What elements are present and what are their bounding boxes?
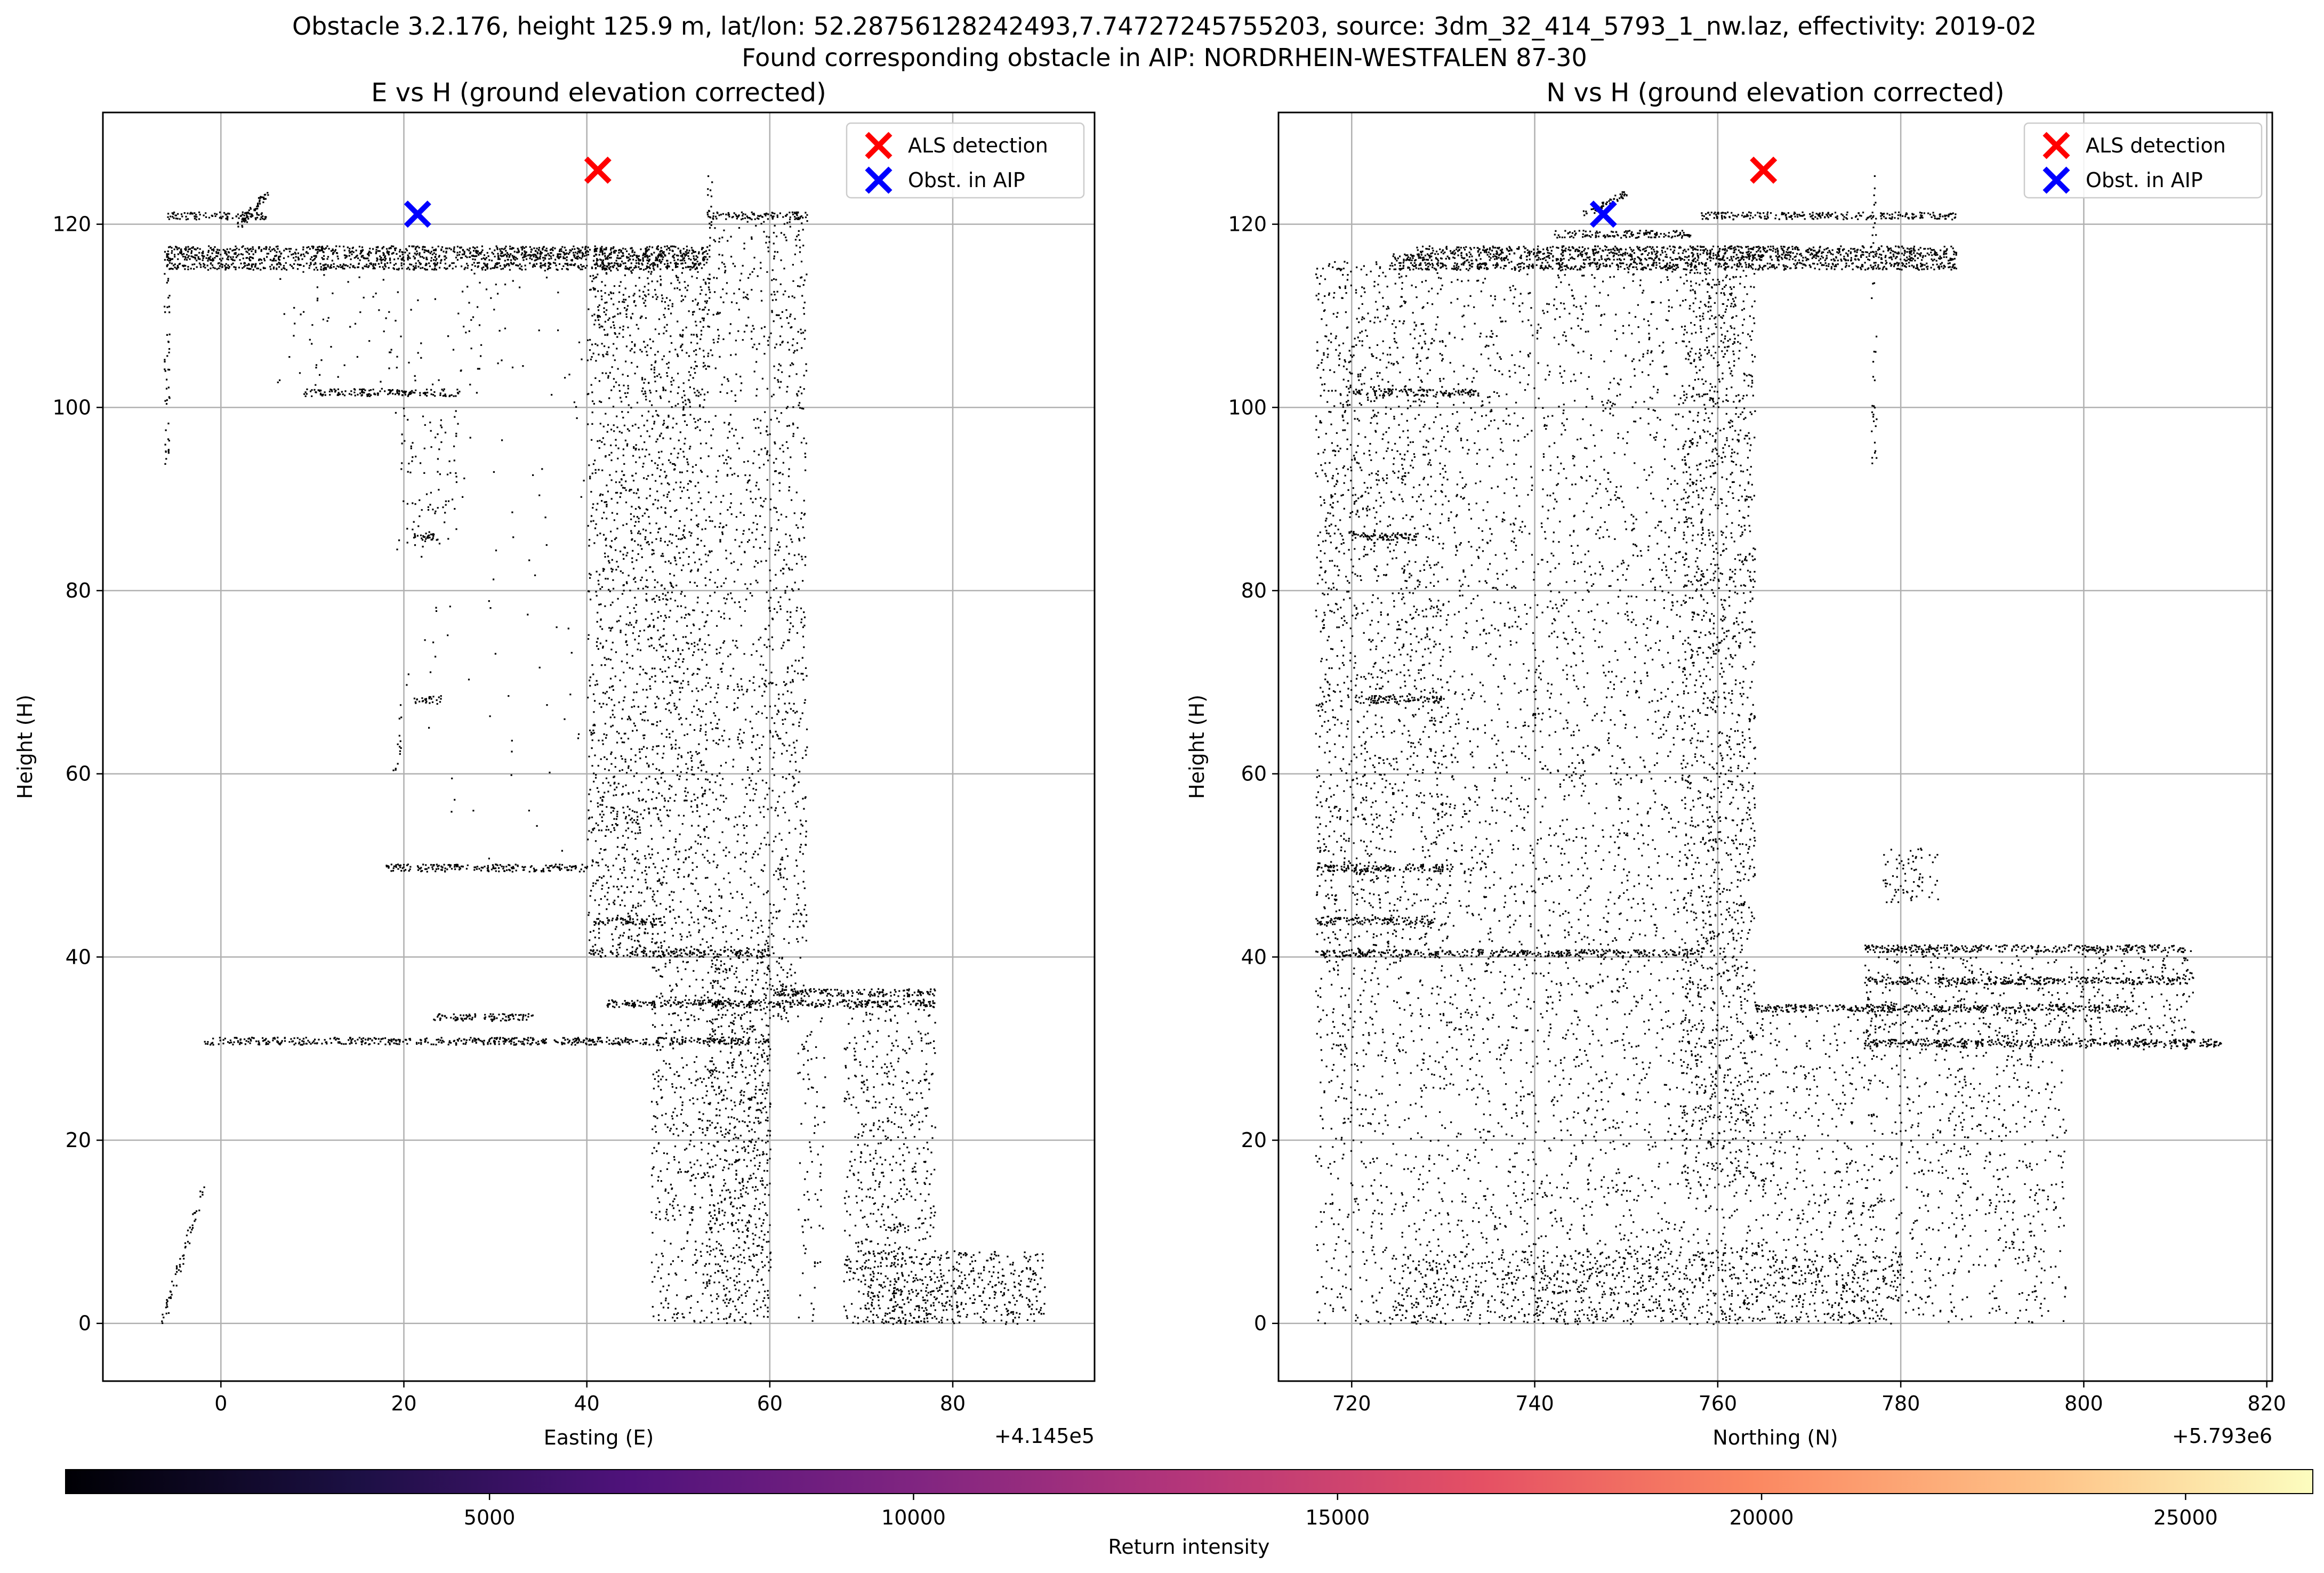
x-tick-label: 760 bbox=[1699, 1392, 1738, 1415]
point-cloud-points bbox=[161, 175, 1046, 1325]
colorbar-tick-label: 20000 bbox=[1730, 1506, 1794, 1529]
x-axis-offset: +5.793e6 bbox=[2172, 1424, 2272, 1448]
x-tick-label: 720 bbox=[1332, 1392, 1371, 1415]
colorbar-label: Return intensity bbox=[1108, 1535, 1270, 1559]
legend-entry-als-detection: ALS detection bbox=[865, 132, 1048, 159]
plot-frame bbox=[102, 111, 1096, 1382]
point-cloud bbox=[161, 175, 1046, 1325]
x-tick-label: 800 bbox=[2064, 1392, 2103, 1415]
y-tick-label: 80 bbox=[66, 579, 91, 602]
als-detection-marker bbox=[1750, 156, 1778, 184]
y-axis-label: Height (H) bbox=[13, 695, 37, 799]
y-tick-label: 100 bbox=[1228, 396, 1267, 419]
y-tick-label: 60 bbox=[66, 762, 91, 786]
northing-height-plot: N vs H (ground elevation corrected) 720 7… bbox=[1185, 78, 2286, 1449]
x-tick-label: 0 bbox=[214, 1392, 227, 1415]
point-cloud bbox=[1315, 175, 2222, 1325]
y-tick-label: 40 bbox=[66, 945, 91, 969]
x-tick-label: 60 bbox=[757, 1392, 783, 1415]
obst-in-aip-marker bbox=[404, 200, 431, 228]
point-cloud-points bbox=[1315, 175, 2222, 1325]
legend-label: Obst. in AIP bbox=[908, 168, 1025, 192]
legend-box bbox=[846, 122, 1085, 199]
figure-title-line1: Obstacle 3.2.176, height 125.9 m, lat/lo… bbox=[292, 12, 2037, 41]
plot-frame bbox=[1277, 111, 2273, 1382]
figure-title-line2: Found corresponding obstacle in AIP: NOR… bbox=[742, 43, 1587, 72]
x-tick-label: 740 bbox=[1515, 1392, 1554, 1415]
legend-entry-obst-in-aip: Obst. in AIP bbox=[2042, 166, 2203, 194]
y-tick-label: 100 bbox=[52, 396, 91, 419]
y-tick-label: 120 bbox=[1228, 213, 1267, 236]
easting-height-plot: E vs H (ground elevation corrected) 0 20 4… bbox=[13, 78, 1096, 1449]
x-tick-label: 20 bbox=[391, 1392, 416, 1415]
y-tick-label: 0 bbox=[1254, 1312, 1267, 1335]
legend-label: ALS detection bbox=[2086, 134, 2226, 157]
y-tick-label: 120 bbox=[52, 213, 91, 236]
colorbar-tick-label: 10000 bbox=[881, 1506, 946, 1529]
y-axis-label: Height (H) bbox=[1185, 695, 1209, 799]
plot-title: N vs H (ground elevation corrected) bbox=[1546, 78, 2004, 108]
colorbar-tick-label: 15000 bbox=[1305, 1506, 1370, 1529]
legend-box bbox=[2023, 122, 2263, 199]
als-detection-marker bbox=[584, 156, 612, 184]
legend-entry-obst-in-aip: Obst. in AIP bbox=[865, 166, 1025, 194]
x-tick-label: 80 bbox=[940, 1392, 966, 1415]
colorbar-gradient bbox=[65, 1469, 2313, 1494]
y-tick-label: 60 bbox=[1241, 762, 1267, 786]
colorbar: 5000 10000 15000 20000 25000 Return intensit… bbox=[65, 1469, 2313, 1559]
plot-title: E vs H (ground elevation corrected) bbox=[371, 78, 826, 108]
legend-label: Obst. in AIP bbox=[2086, 168, 2203, 192]
y-tick-label: 20 bbox=[66, 1128, 91, 1152]
y-tick-label: 20 bbox=[1241, 1128, 1267, 1152]
legend-entry-als-detection: ALS detection bbox=[2042, 132, 2226, 159]
y-tick-label: 0 bbox=[78, 1312, 91, 1335]
colorbar-tick-label: 25000 bbox=[2153, 1506, 2218, 1529]
x-axis-label: Northing (N) bbox=[1712, 1426, 1838, 1449]
colorbar-tick-label: 5000 bbox=[464, 1506, 516, 1529]
x-tick-label: 820 bbox=[2247, 1392, 2286, 1415]
legend-label: ALS detection bbox=[908, 134, 1048, 157]
obst-in-aip-marker bbox=[1589, 200, 1617, 228]
y-tick-label: 80 bbox=[1241, 579, 1267, 602]
y-tick-label: 40 bbox=[1241, 945, 1267, 969]
x-axis-label: Easting (E) bbox=[544, 1426, 654, 1449]
x-tick-label: 40 bbox=[574, 1392, 600, 1415]
x-tick-label: 780 bbox=[1881, 1392, 1920, 1415]
x-axis-offset: +4.145e5 bbox=[994, 1424, 1095, 1448]
